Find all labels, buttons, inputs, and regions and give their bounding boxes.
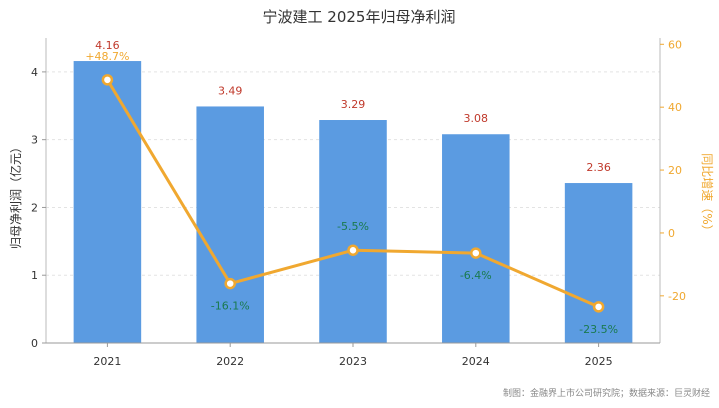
bar-value-label: 3.29 (341, 98, 366, 111)
x-tick-label: 2023 (339, 355, 367, 368)
y-right-tick-label: 60 (668, 38, 682, 51)
x-tick-label: 2022 (216, 355, 244, 368)
y-axis-left-title: 归母净利润（亿元） (8, 141, 23, 249)
chart-title: 宁波建工 2025年归母净利润 (263, 8, 456, 26)
y-left-tick-label: 0 (31, 337, 38, 350)
y-right-tick-label: 0 (668, 227, 675, 240)
growth-value-label: +48.7% (85, 50, 129, 63)
growth-point-2023 (347, 244, 359, 256)
growth-value-label: -5.5% (337, 220, 369, 233)
y-right-tick-label: -20 (668, 290, 686, 303)
axes-layer: 0 1 2 3 4 -20 0 20 40 60 2021 2022 2023 2024 2025 (31, 38, 686, 368)
bar-2023 (319, 120, 387, 343)
growth-value-label: -23.5% (579, 323, 618, 336)
x-tick-label: 2024 (462, 355, 490, 368)
y-left-tick-label: 2 (31, 201, 38, 214)
bar-value-label: 2.36 (586, 161, 611, 174)
x-tick-label: 2021 (93, 355, 121, 368)
x-tick-label: 2025 (585, 355, 613, 368)
y-left-tick-label: 4 (31, 66, 38, 79)
labels-layer: 4.16 3.49 3.29 3.08 2.36 +48.7% -16.1% -5.5% -6.… (85, 39, 618, 336)
bar-value-label: 3.08 (464, 112, 489, 125)
y-right-tick-label: 20 (668, 164, 682, 177)
growth-value-label: -16.1% (211, 300, 250, 313)
bar-2021 (73, 61, 142, 344)
y-left-tick-label: 3 (31, 134, 38, 147)
y-left-tick-label: 1 (31, 269, 38, 282)
bar-2022 (196, 106, 264, 343)
growth-value-label: -6.4% (460, 269, 492, 282)
growth-point-2025 (592, 301, 605, 313)
growth-point-2024 (470, 247, 482, 259)
bars-layer (73, 61, 633, 344)
line-layer (101, 74, 605, 313)
bar-2025 (564, 183, 633, 343)
y-right-tick-label: 40 (668, 101, 682, 114)
bar-2024 (442, 134, 510, 343)
growth-point-2021 (101, 74, 114, 86)
growth-point-2022 (224, 277, 236, 290)
bar-value-label: 4.16 (95, 39, 120, 52)
y-axis-right-title: 同比增速（%） (700, 153, 714, 236)
source-note: 制图：金融界上市公司研究院；数据来源：巨灵财经 (503, 387, 710, 399)
bar-value-label: 3.49 (218, 84, 243, 97)
